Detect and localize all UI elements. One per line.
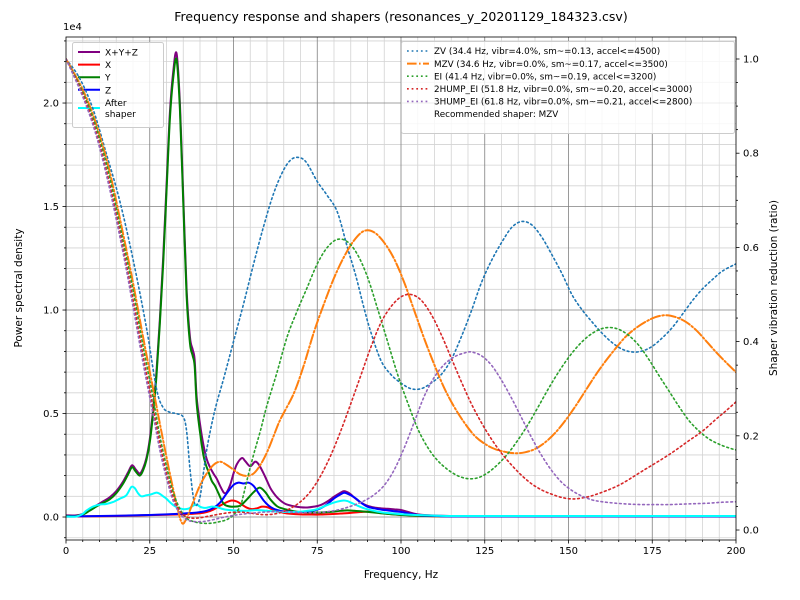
legend-label: ZV (34.4 Hz, vibr=4.0%, sm~=0.13, accel<… xyxy=(434,47,660,57)
y-left-tick-label: 0.0 xyxy=(43,513,59,524)
legend-recommended-shaper: Recommended shaper: MZV xyxy=(434,110,558,120)
x-tick-label: 150 xyxy=(559,546,578,557)
y-right-tick-label: 0.6 xyxy=(743,243,759,254)
y-right-tick-label: 0.4 xyxy=(743,337,759,348)
legend-label: 3HUMP_EI (61.8 Hz, vibr=0.0%, sm~=0.21, … xyxy=(434,98,692,108)
line-zv xyxy=(66,58,736,507)
x-tick-label: 175 xyxy=(643,546,662,557)
x-axis-label: Frequency, Hz xyxy=(363,569,439,581)
line-2hump_ei xyxy=(66,58,736,520)
y-left-tick-label: 2.0 xyxy=(43,99,59,110)
line-3hump_ei xyxy=(66,58,736,523)
legend-label: After xyxy=(105,99,127,109)
legend-label: shaper xyxy=(105,110,136,120)
line-y xyxy=(66,57,736,518)
legend-label: X+Y+Z xyxy=(105,49,138,59)
legend-label: EI (41.4 Hz, vibr=0.0%, sm~=0.19, accel<… xyxy=(434,72,656,82)
chart-title: Frequency response and shapers (resonanc… xyxy=(174,9,628,24)
y-right-tick-label: 0.2 xyxy=(743,431,759,442)
y-left-axis-label: Power spectral density xyxy=(13,228,25,348)
line-ei xyxy=(66,58,736,525)
y-right-axis-label: Shaper vibration reduction (ratio) xyxy=(768,199,780,377)
y-axis-offset-label: 1e4 xyxy=(63,22,82,33)
x-tick-label: 100 xyxy=(391,546,410,557)
x-tick-label: 75 xyxy=(311,546,324,557)
x-tick-label: 125 xyxy=(475,546,494,557)
y-left-tick-label: 1.5 xyxy=(43,202,59,213)
x-tick-label: 25 xyxy=(143,546,156,557)
shaper-curves xyxy=(66,58,736,525)
y-right-tick-label: 1.0 xyxy=(743,54,759,65)
legend-shapers: ZV (34.4 Hz, vibr=4.0%, sm~=0.13, accel<… xyxy=(401,41,735,134)
legend-label: X xyxy=(105,61,111,71)
x-tick-label: 0 xyxy=(63,546,69,557)
legend-label: Z xyxy=(105,86,111,96)
tick-labels: 0 25 50 75 100 125 150 175 200 0.0 0.5 1.0 1.5 2.0 0.0… xyxy=(43,54,759,557)
y-left-tick-label: 0.5 xyxy=(43,409,59,420)
y-right-tick-label: 0.8 xyxy=(743,149,759,160)
x-tick-label: 50 xyxy=(227,546,240,557)
y-right-tick-label: 0.0 xyxy=(743,526,759,537)
legend-label: Y xyxy=(104,74,111,84)
legend-label: 2HUMP_EI (51.8 Hz, vibr=0.0%, sm~=0.20, … xyxy=(434,85,692,95)
x-tick-label: 200 xyxy=(726,546,745,557)
legend-label: MZV (34.6 Hz, vibr=0.0%, sm~=0.17, accel… xyxy=(434,60,668,70)
y-left-tick-label: 1.0 xyxy=(43,306,59,317)
tick-marks xyxy=(62,40,740,544)
